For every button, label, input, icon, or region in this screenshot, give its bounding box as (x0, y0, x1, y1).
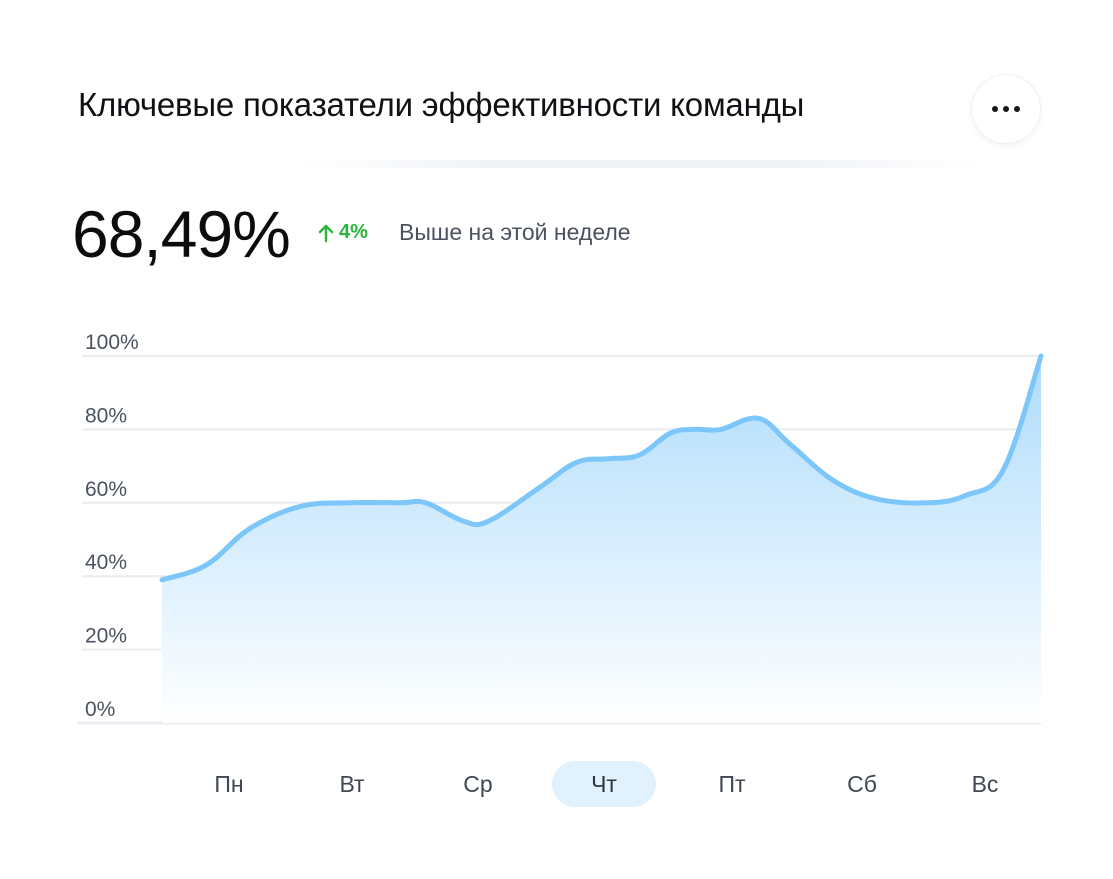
y-tick-label: 60% (85, 478, 127, 501)
page-title: Ключевые показатели эффективности команд… (78, 86, 805, 123)
x-tick-day-5[interactable]: Пт (718, 770, 746, 797)
header-divider (300, 160, 980, 168)
x-tick-day-7[interactable]: Вс (971, 770, 999, 797)
y-tick-label: 40% (85, 551, 127, 574)
y-tick-label: 100% (85, 331, 139, 354)
more-horizontal-icon (990, 106, 1023, 112)
x-tick-day-2[interactable]: Вт (339, 770, 365, 797)
x-tick-day-1[interactable]: Пн (214, 770, 244, 797)
kpi-note: Выше на этой неделе (399, 219, 631, 245)
x-tick-day-3[interactable]: Ср (463, 770, 493, 797)
x-tick-day-4[interactable]: Чт (552, 761, 656, 807)
kpi-delta-value: 4% (339, 221, 368, 243)
kpi-value: 68,49% (72, 197, 291, 271)
kpi-delta-badge: 4% (318, 221, 368, 244)
series-line (159, 353, 1044, 583)
arrow-up-icon (318, 224, 334, 242)
y-tick-label: 0% (85, 698, 115, 721)
x-tick-day-6[interactable]: Сб (847, 770, 877, 797)
y-tick-label: 80% (85, 404, 127, 427)
y-tick-label: 20% (85, 625, 127, 648)
more-options-button[interactable] (971, 74, 1041, 144)
series-area (162, 356, 1041, 723)
